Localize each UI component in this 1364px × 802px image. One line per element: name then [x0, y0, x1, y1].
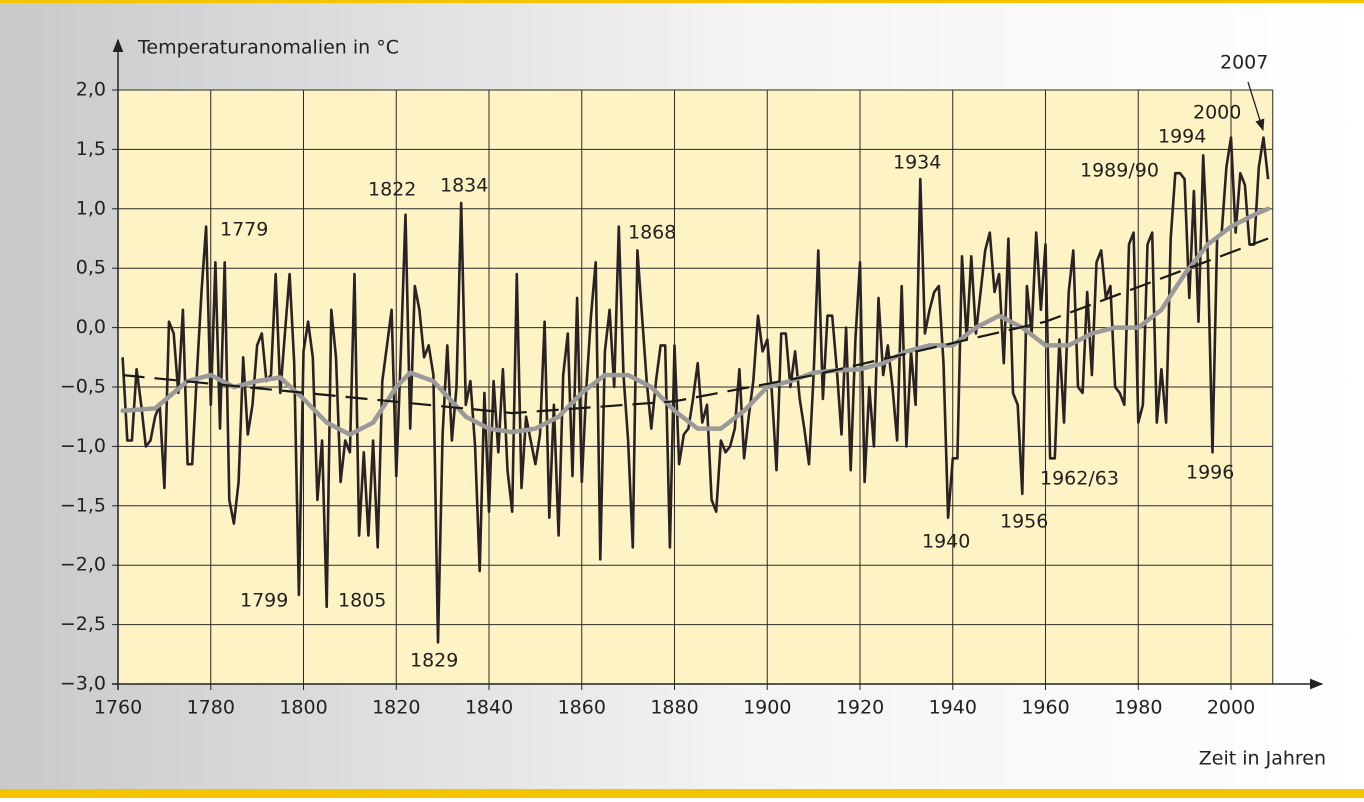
x-tick-label: 1780 — [187, 697, 235, 719]
annotation: 1994 — [1158, 126, 1206, 148]
line-series — [120, 206, 1271, 437]
y-tick-label: 0,5 — [76, 257, 106, 279]
y-tick-label: −2,0 — [60, 554, 106, 576]
annotation: 1962/63 — [1040, 468, 1119, 490]
x-tick-label: 1860 — [558, 697, 606, 719]
y-tick-label: 1,5 — [76, 138, 106, 160]
x-tick-label: 1940 — [929, 697, 977, 719]
annotation: 1829 — [410, 650, 458, 672]
x-tick-label: 1880 — [650, 697, 698, 719]
y-tick-label: 2,0 — [76, 79, 106, 101]
top-border — [0, 0, 1364, 3]
annotation: 1989/90 — [1080, 160, 1159, 182]
x-tick-label: 1820 — [372, 697, 420, 719]
x-tick-label: 1960 — [1021, 697, 1069, 719]
y-tick-label: −2,5 — [60, 613, 106, 635]
line-series — [122, 237, 1269, 415]
annotation-arrow — [1247, 81, 1265, 132]
y-tick-label: 0,0 — [76, 316, 106, 338]
y-tick-label: −1,0 — [60, 435, 106, 457]
y-tick-label: −3,0 — [60, 673, 106, 695]
annotation: 1779 — [220, 219, 268, 241]
annotation: 2000 — [1193, 102, 1241, 124]
plot-area — [117, 89, 1274, 685]
x-tick-label: 1980 — [1114, 697, 1162, 719]
x-tick-label: 1840 — [465, 697, 513, 719]
x-tick-label: 1760 — [94, 697, 142, 719]
x-axis-label: Zeit in Jahren — [1199, 748, 1326, 770]
annotation: 1822 — [368, 179, 416, 201]
x-tick-label: 2000 — [1207, 697, 1255, 719]
annotation: 1868 — [628, 222, 676, 244]
x-tick-label: 1800 — [279, 697, 327, 719]
bottom-border — [0, 789, 1364, 798]
x-tick-label: 1900 — [743, 697, 791, 719]
annotation: 1799 — [240, 590, 288, 612]
annotation: 1996 — [1186, 462, 1234, 484]
x-tick-label: 1920 — [836, 697, 884, 719]
y-axis-label: Temperaturanomalien in °C — [137, 37, 399, 59]
line-series — [121, 136, 1270, 644]
annotation: 1934 — [893, 152, 941, 174]
annotation: 1834 — [440, 175, 488, 197]
annotation: 1940 — [922, 531, 970, 553]
y-tick-label: −1,5 — [60, 494, 106, 516]
annotation: 1805 — [338, 590, 386, 612]
annotation: 1956 — [1000, 511, 1048, 533]
y-tick-label: −0,5 — [60, 376, 106, 398]
annotation: 2007 — [1220, 52, 1268, 74]
y-tick-label: 1,0 — [76, 197, 106, 219]
